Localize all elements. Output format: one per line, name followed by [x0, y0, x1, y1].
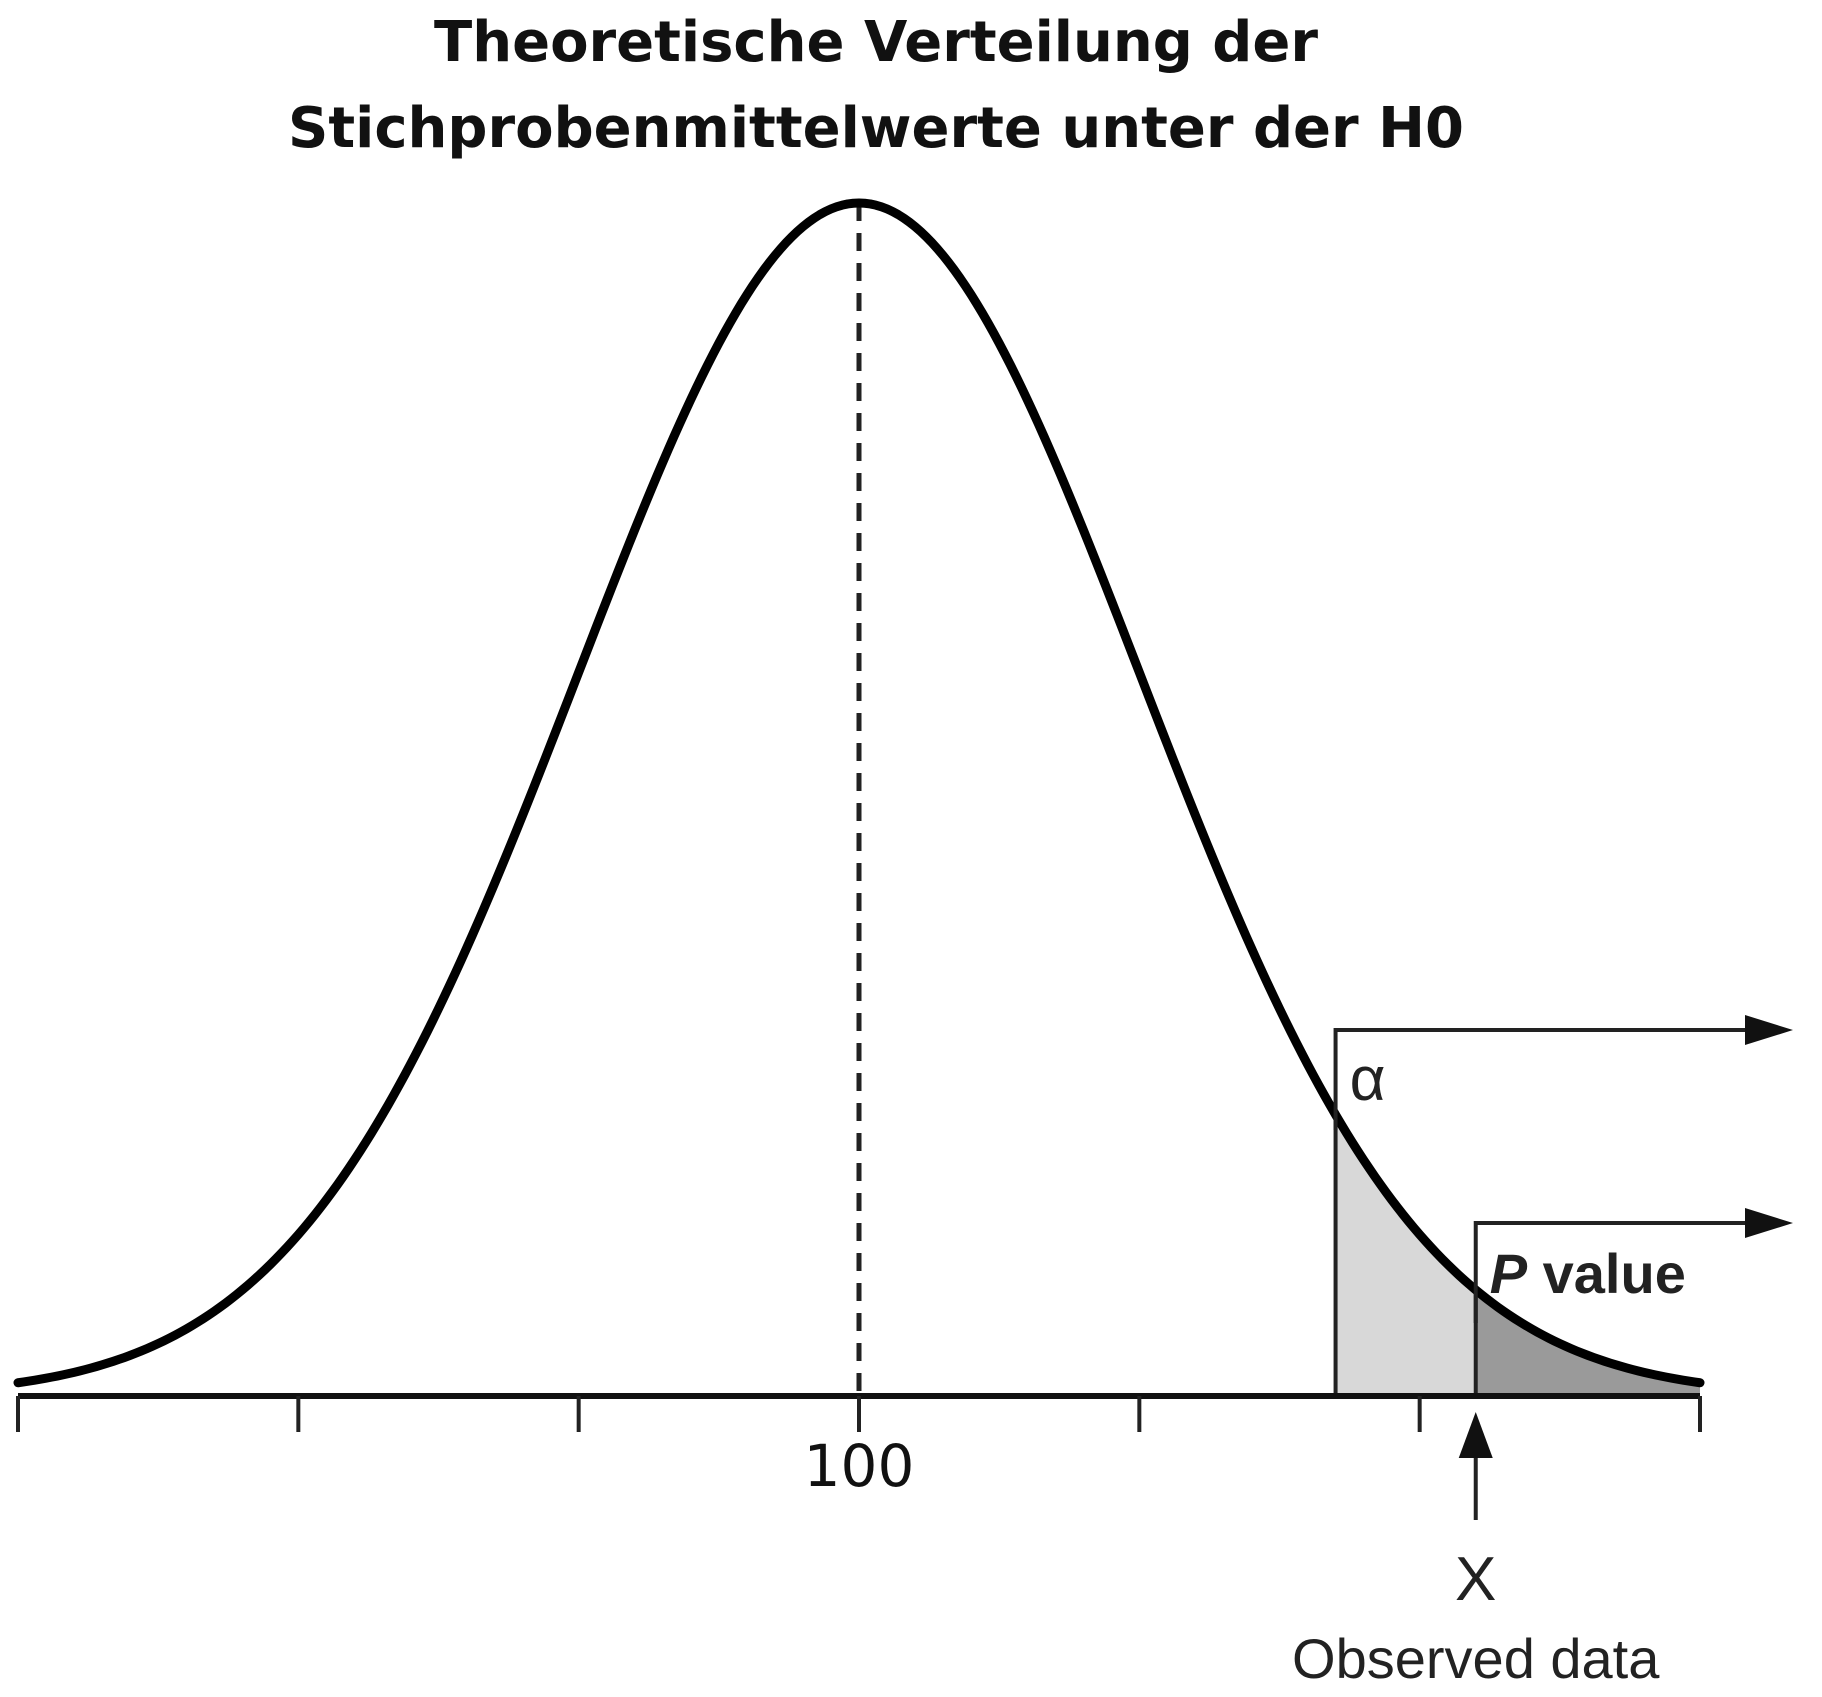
- observed-x-label: X: [1455, 1545, 1496, 1614]
- p-value-arrowhead: [1745, 1208, 1793, 1238]
- alpha-arrowhead: [1745, 1015, 1793, 1045]
- density-curve: [13, 198, 1705, 1388]
- chart-title: Theoretische Verteilung der Stichprobenm…: [0, 0, 1752, 172]
- observed-data-label: Observed data: [1292, 1627, 1660, 1690]
- x-tick-label: 100: [804, 1432, 915, 1500]
- p-value-region: [1475, 1289, 1700, 1396]
- chart-title-line-2: Stichprobenmittelwerte unter der H0: [288, 96, 1464, 161]
- observed-arrowhead: [1458, 1412, 1493, 1458]
- p-value-label: P value: [1490, 1242, 1686, 1305]
- chart-title-line-1: Theoretische Verteilung der: [434, 10, 1318, 75]
- alpha-region: [1335, 1114, 1700, 1396]
- alpha-label: α: [1350, 1045, 1386, 1114]
